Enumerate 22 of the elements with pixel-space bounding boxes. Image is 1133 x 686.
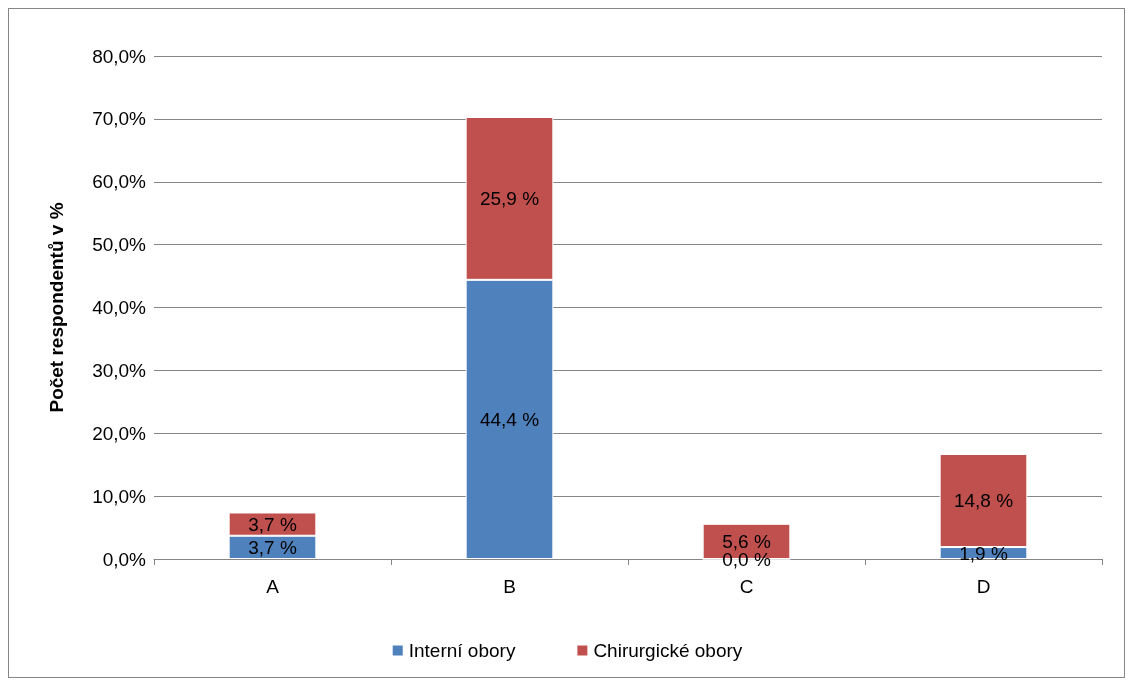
legend-label: Chirurgické obory [593, 640, 743, 661]
legend-label: Interní obory [408, 640, 516, 661]
y-tick-label: 50,0% [92, 234, 147, 256]
data-label: 44,4 % [479, 408, 540, 430]
y-tick-label: 80,0% [92, 45, 147, 67]
y-tick-label: 40,0% [92, 297, 147, 318]
data-label: 14,8 % [953, 490, 1014, 512]
x-tick-label: B [503, 576, 516, 597]
x-tick-label: A [266, 576, 280, 597]
data-label: 3,7 % [248, 536, 297, 558]
y-tick-label: 60,0% [92, 171, 147, 193]
x-tick-label: C [739, 576, 754, 597]
y-tick-label: 0,0% [102, 548, 147, 570]
y-tick-label: 70,0% [92, 108, 147, 130]
y-tick-label: 10,0% [92, 485, 147, 507]
x-tick-label: D [976, 576, 991, 597]
y-axis-title: Počet respondentů v % [46, 202, 67, 413]
data-label: 3,7 % [248, 513, 297, 535]
data-label: 5,6 % [722, 530, 771, 552]
y-tick-label: 30,0% [92, 359, 147, 381]
y-tick-label: 20,0% [92, 422, 147, 444]
data-label: 25,9 % [479, 187, 540, 209]
